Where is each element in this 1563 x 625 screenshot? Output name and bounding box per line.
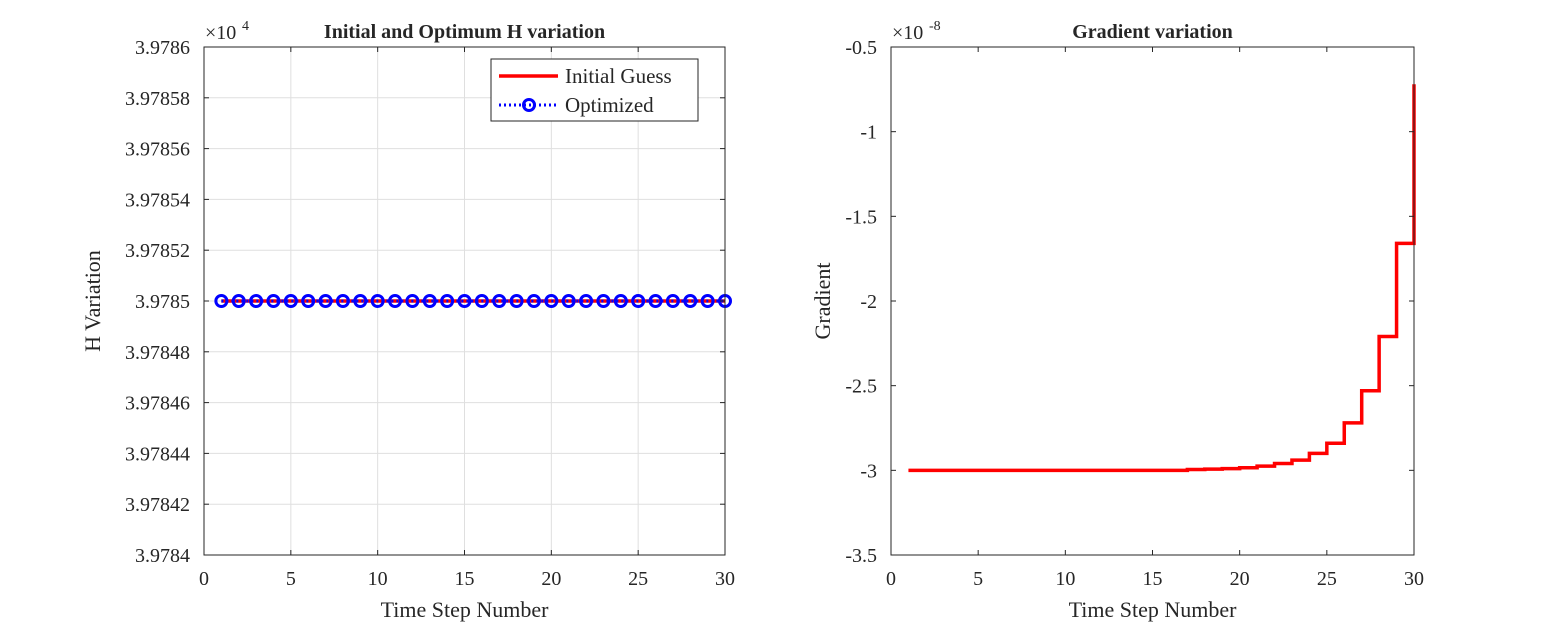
axis-exponent-power: 4: [242, 19, 249, 34]
y-tick-label: 3.97852: [125, 240, 190, 262]
data-point-marker: [631, 294, 646, 308]
x-tick-label: 10: [1055, 568, 1075, 590]
y-tick-label: 3.97842: [125, 494, 190, 516]
data-point-marker: [509, 294, 524, 308]
data-point-marker: [353, 294, 368, 308]
axis-exponent-base: ×10: [205, 22, 236, 44]
series-line: [908, 84, 1416, 473]
h-variation-chart: 0 5 10 15 20 25 30 3.9784 3.97842 3.97844 3.97846 3…: [80, 19, 735, 622]
y-tick-label: 3.97848: [125, 342, 190, 364]
data-point-marker: [700, 294, 715, 308]
x-tick-label: 15: [1143, 568, 1163, 590]
y-axis-label: H Variation: [80, 250, 105, 352]
data-point-marker: [388, 294, 403, 308]
x-tick-label: 5: [286, 568, 296, 590]
y-tick-label: 3.9784: [135, 545, 190, 567]
data-point-marker: [648, 294, 663, 308]
chart-title: Initial and Optimum H variation: [324, 21, 605, 43]
data-point-marker: [301, 294, 316, 308]
data-point-marker: [231, 294, 246, 308]
x-tick-label: 30: [1404, 568, 1424, 590]
y-tick-label: 3.9785: [135, 291, 190, 313]
data-point-marker: [561, 294, 576, 308]
x-tick-label: 20: [541, 568, 561, 590]
y-tick-label: 3.97846: [125, 393, 190, 415]
y-axis-label: Gradient: [810, 263, 835, 340]
data-point-marker: [474, 294, 489, 308]
data-point-marker: [613, 294, 628, 308]
data-point-marker: [665, 294, 680, 308]
data-point-marker: [370, 294, 385, 308]
y-tick-label: -2: [860, 291, 877, 313]
x-tick-label: 25: [1317, 568, 1337, 590]
data-point-marker: [579, 294, 594, 308]
gradient-variation-chart: 0 5 10 15 20 25 30 -3.5 -3 -2.5 -2 -1.5 -1 -0.5 ×10 -8 G…: [810, 19, 1424, 622]
data-point-marker: [457, 294, 472, 308]
y-tick-label: 3.97858: [125, 88, 190, 110]
data-point-marker: [492, 294, 507, 308]
x-tick-label: 25: [628, 568, 648, 590]
x-tick-label: 30: [715, 568, 735, 590]
y-tick-label: -0.5: [845, 37, 877, 59]
legend-entry-label: Optimized: [565, 93, 654, 117]
data-point-marker: [405, 294, 420, 308]
y-tick-label: 3.9786: [135, 37, 190, 59]
data-point-marker: [249, 294, 264, 308]
x-tick-label: 15: [455, 568, 475, 590]
x-tick-label: 0: [199, 568, 209, 590]
x-tick-label: 5: [973, 568, 983, 590]
data-point-marker: [596, 294, 611, 308]
data-point-marker: [335, 294, 350, 308]
data-point-marker: [214, 294, 229, 308]
chart-title: Gradient variation: [1072, 21, 1233, 43]
data-point-marker: [283, 294, 298, 308]
y-tick-label: -2.5: [845, 376, 877, 398]
data-point-marker: [422, 294, 437, 308]
x-axis-label: Time Step Number: [1069, 597, 1238, 622]
y-tick-label: -3: [860, 460, 877, 482]
legend-swatch-marker: [522, 98, 536, 112]
y-tick-label: 3.97856: [125, 139, 190, 161]
data-point-marker: [266, 294, 281, 308]
data-point-marker: [544, 294, 559, 308]
x-tick-label: 10: [368, 568, 388, 590]
data-point-marker: [318, 294, 333, 308]
x-tick-label: 20: [1230, 568, 1250, 590]
x-axis-label: Time Step Number: [381, 597, 550, 622]
data-point-marker: [683, 294, 698, 308]
data-point-marker: [440, 294, 455, 308]
x-tick-label: 0: [886, 568, 896, 590]
data-point-marker: [526, 294, 541, 308]
y-tick-label: -1.5: [845, 206, 877, 228]
axis-exponent-base: ×10: [892, 22, 923, 44]
plot-area: [891, 47, 1414, 555]
legend-entry-label: Initial Guess: [565, 64, 672, 88]
axis-exponent-power: -8: [929, 19, 941, 34]
y-tick-label: -1: [860, 122, 877, 144]
y-tick-label: 3.97844: [125, 443, 190, 465]
y-tick-label: -3.5: [845, 545, 877, 567]
y-tick-label: 3.97854: [125, 189, 190, 211]
